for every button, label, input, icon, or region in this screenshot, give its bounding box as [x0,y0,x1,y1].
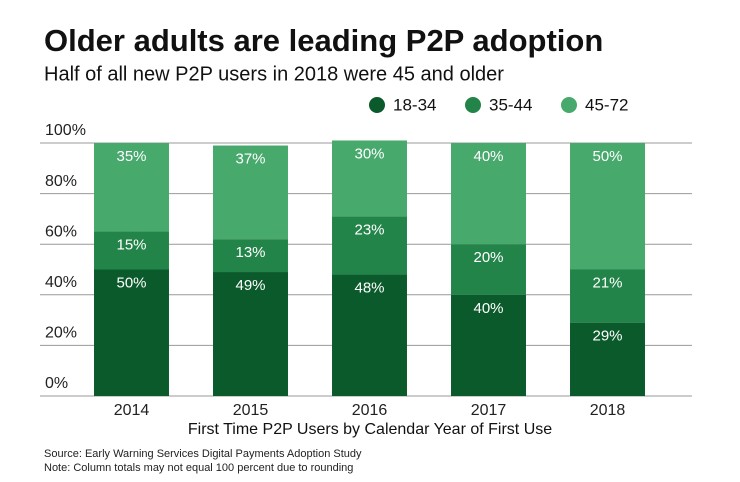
data-label: 50% [116,274,146,291]
y-tick-label: 40% [45,274,77,291]
x-tick-label: 2015 [233,402,269,419]
bar-segment [451,143,526,245]
data-label: 40% [473,148,503,165]
legend-label: 45-72 [585,95,628,114]
bar-segment [332,216,407,275]
bar-segment [94,231,169,270]
y-tick-label: 60% [45,223,77,240]
bar-segment [570,322,645,396]
x-axis-label: First Time P2P Users by Calendar Year of… [188,421,552,438]
x-tick-label: 2014 [114,402,150,419]
legend-swatch [465,97,481,113]
note: Note: Column totals may not equal 100 pe… [44,462,353,474]
bar-segment [570,269,645,323]
y-tick-label: 80% [45,173,77,190]
x-tick-label: 2017 [471,402,507,419]
y-tick-label: 20% [45,325,77,342]
chart-subtitle: Half of all new P2P users in 2018 were 4… [44,63,504,85]
data-label: 49% [235,277,265,294]
bar-segment [213,145,288,240]
data-label: 35% [116,148,146,165]
source: Source: Early Warning Services Digital P… [44,448,362,460]
bar-segment [213,239,288,273]
x-tick-label: 2018 [590,402,626,419]
data-label: 21% [592,274,622,291]
data-label: 13% [235,244,265,261]
bar-segment [451,294,526,396]
bar-segment [94,143,169,232]
data-label: 15% [116,237,146,254]
data-label: 29% [592,328,622,345]
data-label: 30% [354,145,384,162]
legend-label: 35-44 [489,95,532,114]
bar-segment [332,274,407,396]
x-tick-label: 2016 [352,402,388,419]
bar-segment [451,244,526,295]
data-label: 20% [473,249,503,266]
legend-label: 18-34 [393,95,436,114]
y-tick-label: 100% [45,122,86,139]
bar-segment [94,269,169,396]
bar-segment [213,272,288,396]
data-label: 23% [354,221,384,238]
data-label: 50% [592,148,622,165]
data-label: 40% [473,300,503,317]
bar-segment [570,143,645,270]
legend-swatch [369,97,385,113]
bar-segment [332,140,407,217]
chart-title: Older adults are leading P2P adoption [44,23,603,58]
data-label: 37% [235,150,265,167]
y-tick-label: 0% [45,375,68,392]
legend-swatch [561,97,577,113]
data-label: 48% [354,280,384,297]
